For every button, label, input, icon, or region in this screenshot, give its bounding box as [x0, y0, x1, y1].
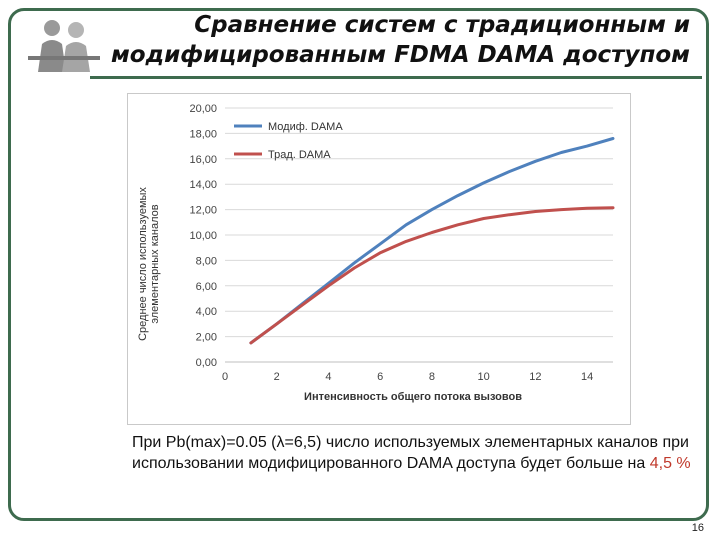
y-tick-label: 12,00: [189, 205, 217, 217]
caption: При Pb(max)=0.05 (λ=6,5) число используе…: [132, 432, 692, 474]
y-tick-label: 16,00: [189, 154, 217, 166]
title-line-1: Сравнение систем с традиционным и: [194, 12, 690, 38]
y-tick-label: 4,00: [196, 306, 217, 318]
y-tick-label: 6,00: [196, 281, 217, 293]
series-layer: [249, 137, 615, 345]
x-tick-label: 12: [529, 371, 541, 383]
legend-label: Трад. DAMA: [268, 149, 331, 161]
line-chart: 0,00 2,00 4,00 6,00 8,00 10,00 12,00 14,00 16,00…: [137, 103, 615, 403]
chart-container: 0,00 2,00 4,00 6,00 8,00 10,00 12,00 14,00 16,00…: [127, 93, 631, 425]
page-number: 16: [691, 522, 704, 534]
y-tick-label: 20,00: [189, 103, 217, 115]
y-tick-label: 10,00: [189, 230, 217, 242]
x-tick-label: 0: [222, 371, 228, 383]
slide-title: Сравнение систем с традиционным и модифи…: [110, 10, 690, 70]
series-line-modified: [249, 137, 615, 345]
series-line-traditional: [249, 206, 615, 345]
legend: Модиф. DAMA Трад. DAMA: [234, 121, 343, 161]
y-axis-label-line-2: элементарных каналов: [149, 204, 161, 323]
x-axis-label: Интенсивность общего потока вызовов: [304, 391, 522, 403]
x-tick-label: 10: [478, 371, 490, 383]
y-tick-label: 14,00: [189, 179, 217, 191]
x-tick-label: 4: [325, 371, 331, 383]
caption-highlight: 4,5 %: [649, 455, 691, 472]
x-tick-label: 14: [581, 371, 593, 383]
x-tick-label: 8: [429, 371, 435, 383]
y-tick-label: 18,00: [189, 128, 217, 140]
x-tick-label: 6: [377, 371, 383, 383]
axis-layer: 0,00 2,00 4,00 6,00 8,00 10,00 12,00 14,00 16,00…: [189, 103, 613, 383]
x-tick-label: 2: [274, 371, 280, 383]
y-axis-label-line-1: Среднее число используемых: [137, 187, 149, 341]
grid-layer: [225, 107, 613, 363]
business-people-logo: [24, 16, 104, 74]
caption-text: При Pb(max)=0.05 (λ=6,5) число используе…: [132, 434, 689, 472]
y-tick-label: 0,00: [196, 357, 217, 369]
y-tick-label: 8,00: [196, 255, 217, 267]
title-line-2: модифицированным FDMA DAMA доступом: [110, 42, 690, 68]
legend-label: Модиф. DAMA: [268, 121, 343, 133]
y-tick-label: 2,00: [196, 332, 217, 344]
slide-frame: [8, 8, 709, 521]
title-divider: [90, 76, 702, 79]
